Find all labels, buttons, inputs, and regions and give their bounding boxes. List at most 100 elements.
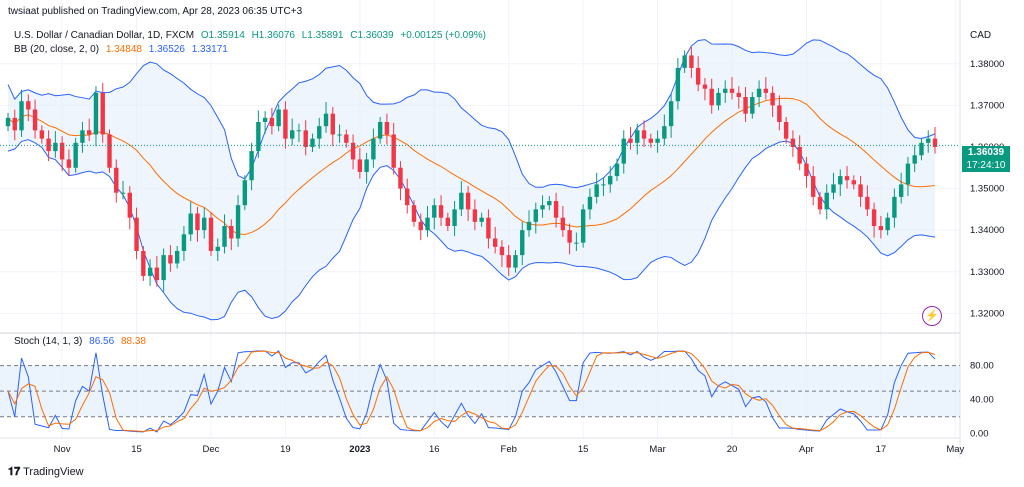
low-value: L1.35891 [301, 30, 344, 41]
price-tick-label: 1.33000 [970, 267, 1004, 278]
candle-body [141, 250, 146, 276]
candle-body [377, 122, 383, 139]
candle-body [418, 221, 423, 231]
bb-legend[interactable]: BB (20, close, 2, 0) 1.34848 1.36526 1.3… [14, 44, 232, 55]
candle-body [858, 184, 863, 197]
candle-body [750, 97, 755, 114]
countdown-value: 17:24:10 [966, 160, 1006, 171]
time-tick-label: Apr [799, 444, 814, 455]
price-tick-label: 1.35000 [970, 184, 1004, 195]
candle-body [682, 55, 687, 68]
candle-body [32, 109, 38, 131]
candle-body [892, 196, 897, 218]
candle-body [222, 226, 227, 247]
candle-body [127, 192, 132, 218]
candle-body [885, 217, 890, 231]
candle-body [790, 138, 796, 147]
candle-body [452, 209, 457, 226]
candle-body [465, 192, 471, 210]
candle-body [635, 130, 640, 143]
publisher-line: twsiaat published on TradingView.com, Ap… [8, 6, 303, 17]
candle-body [337, 134, 342, 136]
stochastic-pane [0, 350, 960, 433]
candle-body [93, 92, 99, 135]
candle-body [134, 217, 139, 251]
bb-basis-line [7, 97, 936, 236]
candle-body [797, 146, 802, 164]
bollinger-bands [7, 39, 936, 321]
candle-body [188, 213, 193, 235]
candle-body [506, 255, 511, 268]
candle-body [364, 159, 369, 172]
stoch-tick-label: 40.00 [970, 395, 994, 406]
time-axis[interactable]: Nov 15 Dec 19 2023 16 Feb 15 Mar 20 Apr 17 May [54, 444, 965, 455]
candle-body [628, 138, 633, 143]
footer-text: TradingView [23, 466, 84, 478]
candle-body [242, 180, 248, 206]
candle-body [648, 138, 654, 143]
symbol-legend[interactable]: U.S. Dollar / Canadian Dollar, 1D, FXCM … [14, 30, 490, 41]
candle-body [215, 246, 220, 251]
candle-body [391, 134, 396, 168]
candle-body [614, 163, 620, 177]
candle-body [608, 176, 613, 185]
candle-body [80, 130, 85, 143]
candle-body [838, 176, 843, 185]
candle-body [310, 138, 315, 147]
candle-body [229, 226, 234, 239]
candle-body [540, 205, 545, 210]
candle-body [289, 130, 295, 139]
candle-body [107, 134, 112, 168]
candle-body [919, 142, 924, 156]
candle-body [675, 67, 681, 102]
candle-body [459, 192, 464, 210]
candle-body [783, 122, 789, 139]
candle-body [161, 255, 166, 281]
candle-body [932, 138, 938, 147]
candle-body [66, 159, 72, 168]
last-price-value: 1.36039 [967, 147, 1005, 158]
stoch-d-line [7, 350, 936, 433]
candle-body [736, 92, 741, 98]
candle-body [405, 188, 410, 206]
candle-body [432, 205, 437, 218]
time-tick-label: Mar [649, 444, 665, 455]
candle-body [53, 142, 58, 152]
candle-body [709, 88, 714, 106]
candle-body [743, 97, 748, 114]
candle-body [154, 267, 160, 281]
candle-body [499, 246, 505, 256]
candle-body [695, 67, 701, 85]
candle-body [926, 138, 931, 143]
time-tick-label: 15 [131, 444, 142, 455]
candle-body [425, 217, 430, 231]
candle-body [323, 113, 329, 127]
candle-body [756, 88, 762, 98]
candle-body [878, 226, 884, 231]
candle-body [716, 92, 721, 106]
candle-body [898, 184, 904, 197]
candle-body [770, 92, 775, 106]
candle-body [601, 184, 606, 186]
candle-body [533, 209, 538, 222]
candle-body [804, 163, 809, 177]
candle-body [587, 196, 593, 210]
flash-icon[interactable]: ⚡ [922, 306, 942, 326]
candle-body [817, 196, 823, 210]
candle-body [594, 184, 599, 197]
candle-body [912, 155, 917, 164]
candle-body [19, 101, 24, 131]
candle-body [330, 113, 335, 135]
candle-body [811, 176, 816, 197]
candle-body [384, 122, 390, 135]
candle-body [438, 205, 444, 218]
candle-body [689, 55, 694, 68]
bb-upper-value: 1.36526 [148, 44, 185, 55]
time-tick-label: 17 [876, 444, 887, 455]
stoch-legend[interactable]: Stoch (14, 1, 3) 86.56 88.38 [14, 336, 150, 347]
price-tick-label: 1.38000 [970, 59, 1004, 70]
candle-body [567, 230, 572, 243]
candle-body [411, 205, 417, 222]
price-axis[interactable]: 1.380001.370001.360001.350001.340001.330… [970, 59, 1004, 440]
